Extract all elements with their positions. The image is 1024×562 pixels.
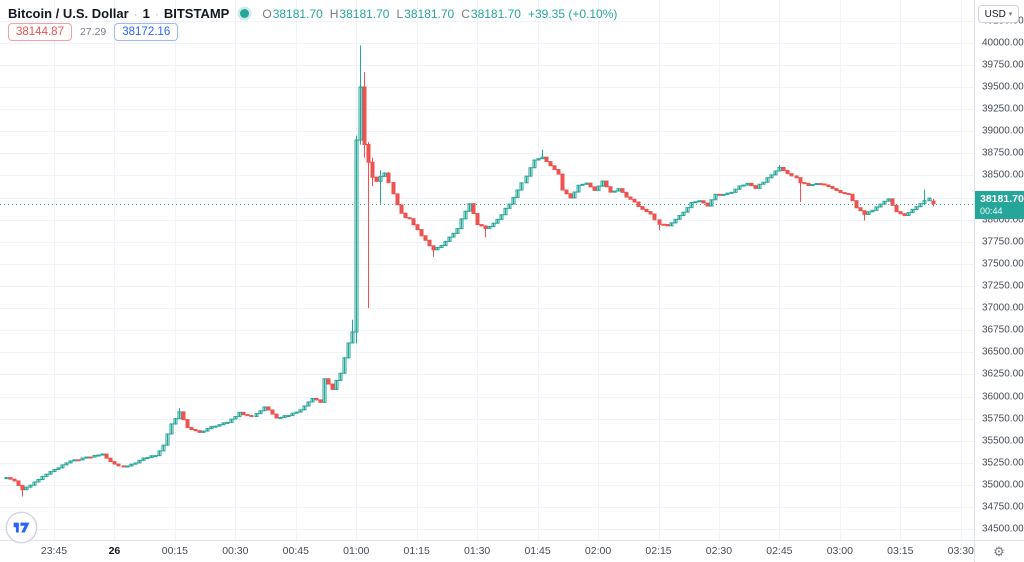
candles	[4, 45, 936, 497]
price-tick-label: 36750.00	[982, 324, 1024, 336]
close-value: 38181.70	[470, 6, 521, 21]
price-tick-label: 35000.00	[982, 479, 1024, 491]
spread-value: 27.29	[79, 26, 107, 38]
price-tick-label: 35750.00	[982, 413, 1024, 425]
price-tick-label: 34750.00	[982, 501, 1024, 513]
ask-price-button[interactable]: 38172.16	[114, 23, 179, 41]
market-status-icon[interactable]	[240, 9, 250, 18]
price-tick-label: 36000.00	[982, 391, 1024, 403]
time-tick-label: 00:15	[161, 545, 189, 557]
exchange-label[interactable]: BITSTAMP	[163, 6, 230, 21]
time-tick-label: 01:00	[343, 545, 370, 557]
price-axis-separator	[974, 0, 975, 562]
interval-label[interactable]: 1	[142, 6, 150, 21]
time-tick-label: 00:30	[222, 545, 249, 557]
change-value: +39.35 (+0.10%)	[527, 6, 618, 21]
time-tick-label: 02:00	[584, 545, 612, 557]
time-tick-label: 03:00	[826, 545, 853, 557]
price-tick-label: 35500.00	[982, 435, 1024, 447]
price-axis[interactable]: 40250.0040000.0039750.0039500.0039250.00…	[975, 0, 1024, 540]
high-label: H	[329, 6, 339, 21]
time-tick-label: 23:45	[40, 545, 68, 557]
low-label: L	[396, 6, 404, 21]
price-tick-label: 37750.00	[982, 236, 1024, 248]
price-tick-label: 36250.00	[982, 368, 1024, 380]
price-tick-label: 35250.00	[982, 457, 1024, 469]
price-tick-label: 38500.00	[982, 169, 1024, 181]
price-tick-label: 40000.00	[982, 37, 1024, 49]
price-tick-label: 37000.00	[982, 302, 1024, 314]
price-tick-label: 39000.00	[982, 125, 1024, 137]
last-price-value: 38181.70	[980, 192, 1024, 205]
open-label: O	[262, 6, 272, 21]
open-value: 38181.70	[272, 6, 323, 21]
chevron-down-icon: ▾	[1008, 11, 1013, 18]
time-tick-label: 01:15	[403, 545, 430, 557]
time-tick-label: 01:30	[464, 545, 491, 557]
price-tick-label: 39750.00	[982, 59, 1024, 71]
grid-lines	[0, 0, 974, 540]
legend-separator: ·	[154, 6, 159, 21]
time-tick-label: 02:15	[645, 545, 672, 557]
time-tick-label: 02:30	[705, 545, 733, 557]
time-tick-label: 03:15	[887, 545, 914, 557]
last-price-badge: 38181.70 00:44	[975, 190, 1024, 219]
time-axis-separator	[0, 540, 1024, 541]
gear-icon[interactable]: ⚙	[993, 544, 1005, 559]
currency-dropdown[interactable]: USD ▾	[978, 5, 1019, 23]
price-tick-label: 36500.00	[982, 346, 1024, 358]
high-value: 38181.70	[339, 6, 390, 21]
price-tick-label: 37250.00	[982, 280, 1024, 292]
bid-price-button[interactable]: 38144.87	[8, 23, 72, 41]
ohlc-readout: O 38181.70 H 38181.70 L 38181.70 C 38181…	[262, 7, 617, 21]
time-tick-label: 03:30	[947, 545, 974, 557]
bar-countdown: 00:44	[980, 205, 1003, 216]
price-tick-label: 38000.00	[982, 214, 1024, 226]
time-tick-label: 01:45	[524, 545, 551, 557]
time-tick-label: 26	[108, 545, 121, 557]
candlestick-chart-pane[interactable]	[0, 0, 974, 540]
close-label: C	[461, 6, 470, 21]
symbol-title[interactable]: Bitcoin / U.S. Dollar	[8, 6, 129, 21]
symbol-legend[interactable]: Bitcoin / U.S. Dollar · 1 · BITSTAMP O 3…	[8, 6, 617, 21]
tradingview-logo-icon	[5, 511, 38, 544]
price-tick-label: 39250.00	[982, 103, 1024, 115]
bid-ask-row: 38144.87 27.29 38172.16	[8, 23, 179, 41]
price-tick-label: 39500.00	[982, 81, 1024, 93]
price-tick-label: 37500.00	[982, 258, 1024, 270]
time-axis[interactable]: 23:45 26 00:15 00:30 00:45 01:00 01:15 01:30 01:…	[0, 541, 974, 562]
legend-separator: ·	[133, 6, 138, 21]
time-tick-label: 00:45	[282, 545, 309, 557]
time-tick-label: 02:45	[766, 545, 793, 557]
currency-label: USD	[984, 8, 1006, 20]
tradingview-logo[interactable]	[5, 511, 38, 549]
price-tick-label: 34500.00	[982, 523, 1024, 535]
price-tick-label: 38750.00	[982, 147, 1024, 159]
low-value: 38181.70	[404, 6, 455, 21]
